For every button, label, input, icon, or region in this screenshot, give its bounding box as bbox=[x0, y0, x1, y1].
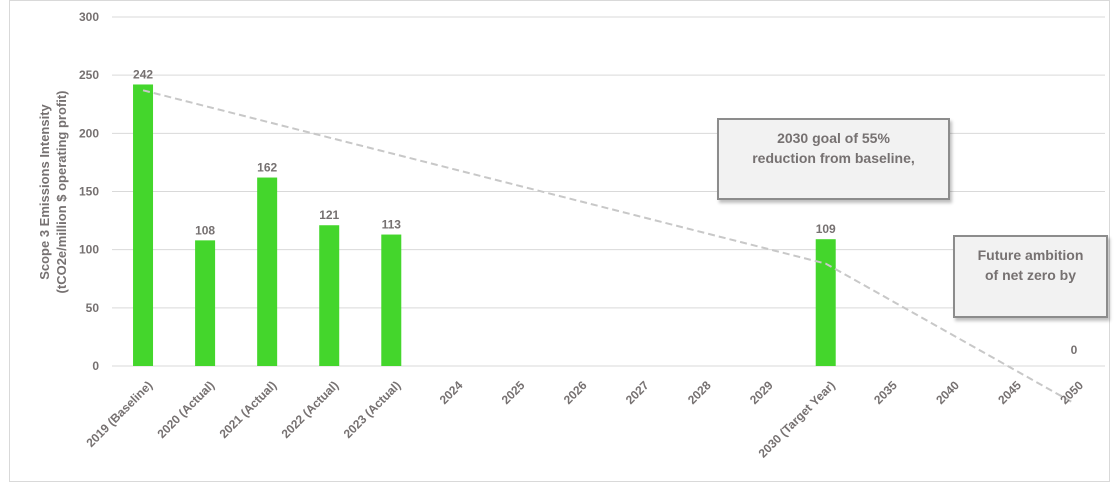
y-tick-label-50: 50 bbox=[86, 301, 100, 315]
callout-2030-goal-line-1: 2030 goal of 55% bbox=[777, 130, 890, 146]
y-axis-title-line-2: (tCO2e/million $ operating profit) bbox=[54, 91, 69, 294]
trendline-path bbox=[142, 89, 1075, 405]
bar-0 bbox=[133, 84, 154, 367]
bar-3 bbox=[319, 225, 340, 366]
bar-2 bbox=[257, 177, 278, 366]
data-label-4: 113 bbox=[382, 218, 402, 232]
y-axis-title-line-1: Scope 3 Emissions Intensity bbox=[37, 103, 52, 279]
data-label-15: 0 bbox=[1071, 343, 1078, 357]
data-label-1: 108 bbox=[195, 223, 215, 237]
data-label-2: 162 bbox=[257, 161, 277, 175]
y-axis-ticks: 0 50 100 150 200 250 300 bbox=[79, 10, 99, 373]
y-tick-label-200: 200 bbox=[79, 126, 99, 140]
y-tick-label-250: 250 bbox=[79, 68, 99, 82]
callout-2030-goal-line-2: reduction from baseline, bbox=[752, 150, 915, 166]
bar-4 bbox=[381, 234, 402, 366]
bars bbox=[133, 84, 836, 367]
data-label-0: 242 bbox=[133, 67, 153, 81]
trendline bbox=[142, 89, 1075, 405]
data-label-11: 109 bbox=[816, 222, 836, 236]
callout-net-zero-line-2: of net zero by bbox=[984, 267, 1076, 283]
bar-11 bbox=[815, 239, 836, 366]
callout-net-zero: Future ambition of net zero by bbox=[953, 235, 1108, 318]
y-tick-label-150: 150 bbox=[79, 185, 99, 199]
data-label-3: 121 bbox=[319, 208, 339, 222]
gridlines bbox=[112, 16, 1105, 367]
y-tick-label-0: 0 bbox=[92, 359, 99, 373]
data-labels: 242 108 162 121 113 109 0 bbox=[133, 67, 1078, 357]
callout-net-zero-line-1: Future ambition bbox=[977, 247, 1084, 263]
callout-2030-goal: 2030 goal of 55% reduction from baseline… bbox=[717, 118, 950, 200]
y-tick-label-300: 300 bbox=[79, 10, 99, 24]
bar-1 bbox=[195, 240, 216, 366]
chart-border bbox=[9, 0, 1110, 482]
y-tick-label-100: 100 bbox=[79, 243, 99, 257]
